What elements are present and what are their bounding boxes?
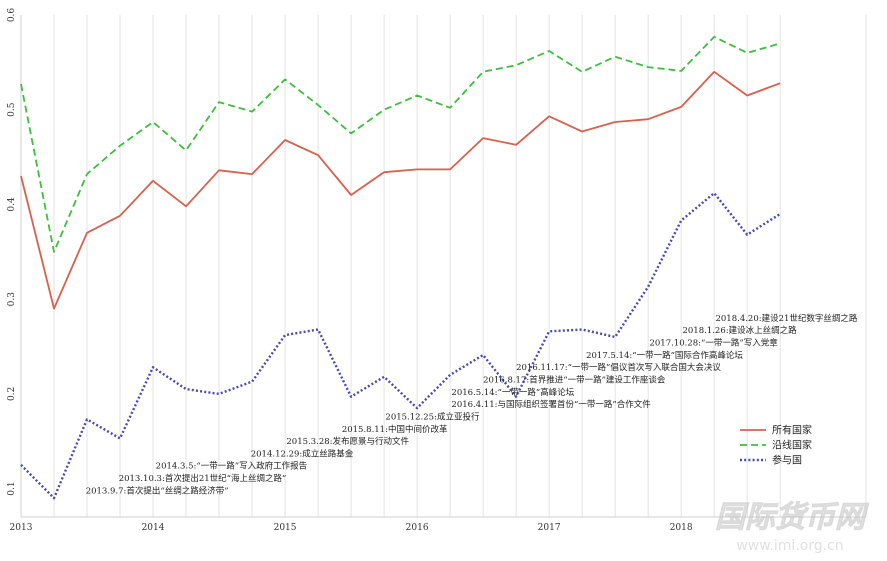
event-annotation: 2013.9.7:首次提出“丝绸之路经济带” [86, 485, 229, 496]
plot-area [21, 15, 866, 517]
y-tick-label: 0.2 [7, 387, 17, 401]
y-tick-label: 0.4 [7, 197, 17, 212]
y-tick-label: 0.5 [7, 102, 17, 117]
event-annotation: 2014.3.5:“一带一路”写入政府工作报告 [156, 461, 307, 472]
event-annotation: 2018.1.26:建设冰上丝绸之路 [682, 325, 797, 336]
axes: 2013 2014 2015 2016 2017 2018 0.1 0.2 0.3 0.4 0.5 0… [7, 8, 866, 533]
legend-label: 沿线国家 [772, 439, 812, 452]
event-annotation: 2016.8.17:首界推进“一带一路”建设工作座谈会 [483, 375, 666, 386]
grid-lines [20, 15, 867, 517]
y-tick-label: 0.1 [7, 481, 17, 495]
watermark-title: 国际货币网 [715, 500, 869, 535]
series-lines [20, 35, 781, 500]
event-annotation: 2017.10.28:“一带一路”写入党章 [649, 338, 778, 349]
event-annotation: 2016.5.14:“一带一路”高峰论坛 [451, 387, 574, 398]
event-annotation: 2015.3.28:发布愿景与行动文件 [286, 436, 409, 447]
event-annotation: 2013.10.3:首次提出21世纪“海上丝绸之路” [119, 473, 287, 484]
x-tick-label: 2014 [142, 523, 165, 533]
x-tick-label: 2015 [274, 523, 297, 533]
event-annotation: 2016.4.11:与国际组织签署首份“一带一路”合作文件 [451, 399, 651, 410]
series-line-2 [20, 35, 781, 253]
event-annotation: 2015.8.11:中国中间价改革 [342, 424, 448, 435]
series-line-1 [20, 70, 781, 310]
event-annotation: 2014.12.29:成立丝路基金 [251, 448, 354, 459]
y-tick-label: 0.6 [7, 8, 17, 23]
event-annotations: 2013.9.7:首次提出“丝绸之路经济带”2013.10.3:首次提出21世纪… [86, 313, 858, 496]
x-tick-label: 2017 [538, 523, 561, 533]
series-line-3 [20, 191, 781, 500]
legend-label: 参与国 [772, 454, 802, 467]
event-annotation: 2015.12.25:成立亚投行 [385, 411, 480, 422]
x-tick-label: 2018 [670, 523, 693, 533]
event-annotation: 2017.5.14:“一带一路”国际合作高峰论坛 [586, 350, 743, 361]
x-tick-label: 2013 [10, 523, 33, 533]
x-tick-label: 2016 [406, 523, 429, 533]
event-annotation: 2016.11.17:“一带一路”倡议首次写入联合国大会决议 [516, 362, 721, 373]
event-annotation: 2018.4.20:建设21世纪数字丝绸之路 [715, 313, 857, 324]
legend-label: 所有国家 [772, 424, 812, 437]
watermark-url: www.imi.org.cn [736, 538, 843, 554]
watermark-logo: 国际货币网 www.imi.org.cn [715, 500, 870, 554]
y-tick-label: 0.3 [7, 292, 17, 307]
